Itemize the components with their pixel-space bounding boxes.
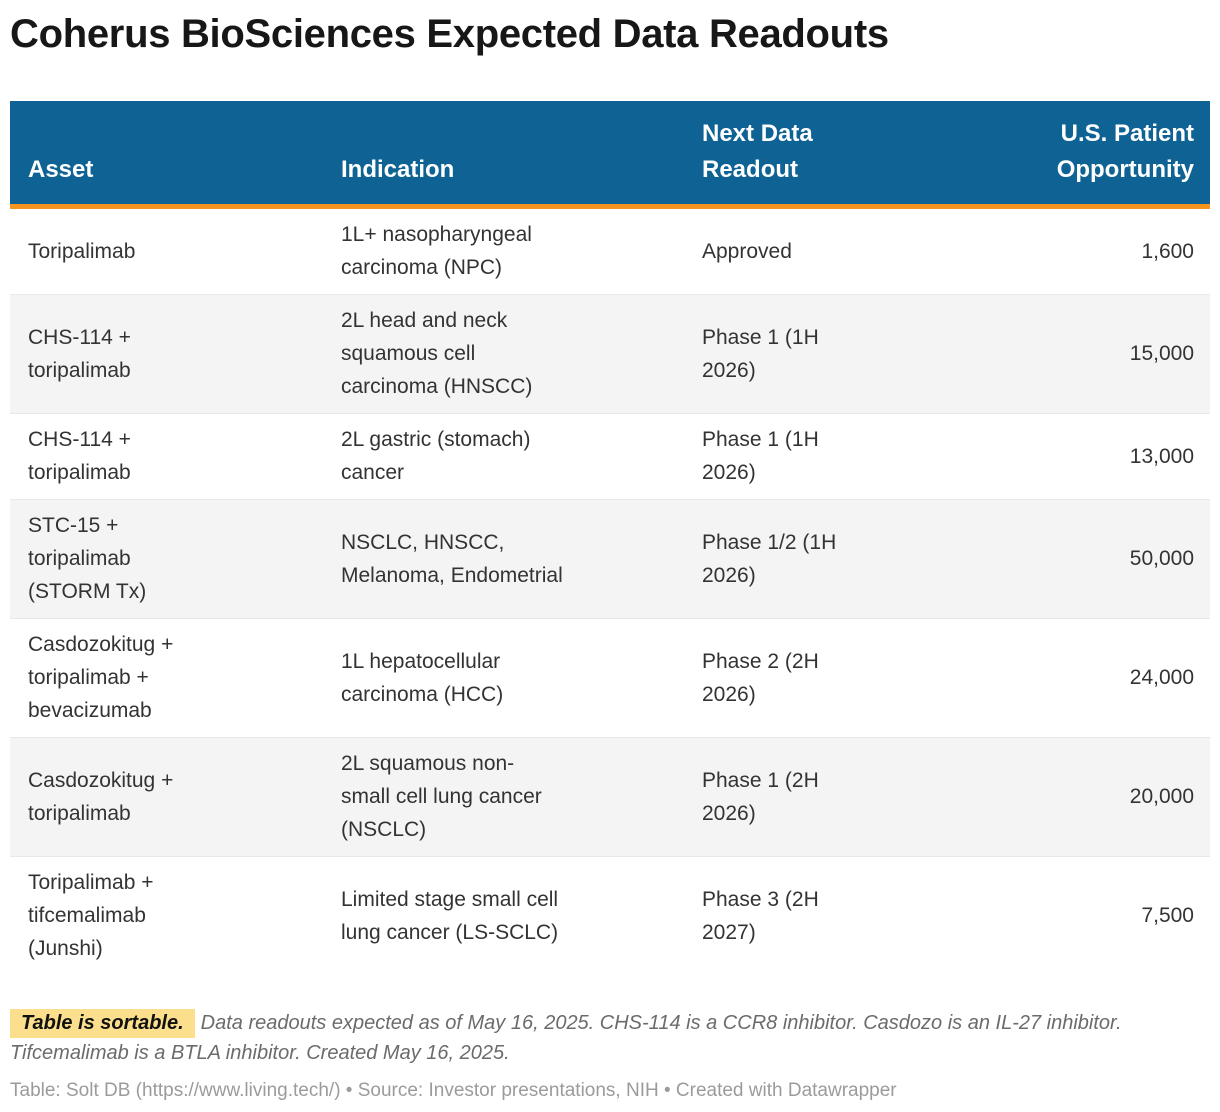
cell-opportunity: 7,500	[964, 856, 1210, 975]
cell-readout: Phase 1 (2H 2026)	[684, 737, 964, 856]
cell-indication: 2L gastric (stomach) cancer	[323, 413, 684, 499]
footnote-text: Data readouts expected as of May 16, 202…	[10, 1012, 1122, 1064]
table-row: Casdozokitug + toripalimab + bevacizumab…	[10, 618, 1210, 737]
footnote: Table is sortable. Data readouts expected…	[10, 1008, 1210, 1068]
cell-readout: Approved	[702, 239, 792, 263]
column-header-indication[interactable]: Indication	[323, 101, 684, 209]
column-header-opportunity[interactable]: U.S. Patient Opportunity	[964, 101, 1210, 209]
cell-indication: 2L squamous non- small cell lung cancer …	[323, 737, 684, 856]
cell-opportunity: 15,000	[964, 294, 1210, 413]
cell-asset: STC-15 + toripalimab (STORM Tx)	[10, 499, 323, 618]
sortable-badge: Table is sortable.	[10, 1009, 195, 1038]
cell-opportunity: 13,000	[964, 413, 1210, 499]
table-header: Asset Indication Next Data Readout U.S. Pat…	[10, 101, 1210, 209]
cell-asset: CHS-114 + toripalimab	[10, 413, 323, 499]
cell-asset: Casdozokitug + toripalimab + bevacizumab	[10, 618, 323, 737]
cell-opportunity: 1,600	[1141, 239, 1194, 263]
table-row: STC-15 + toripalimab (STORM Tx) NSCLC, HN…	[10, 499, 1210, 618]
table-row: CHS-114 + toripalimab 2L head and neck sq…	[10, 294, 1210, 413]
cell-asset: Toripalimab	[28, 239, 136, 263]
table-row: Toripalimab 1L+ nasopharyngeal carcinoma …	[10, 209, 1210, 294]
cell-readout: Phase 2 (2H 2026)	[684, 618, 964, 737]
cell-indication: 1L hepatocellular carcinoma (HCC)	[323, 618, 684, 737]
cell-readout: Phase 1 (1H 2026)	[684, 413, 964, 499]
column-header-readout[interactable]: Next Data Readout	[684, 101, 964, 209]
column-header-asset[interactable]: Asset	[10, 101, 323, 209]
cell-indication: 1L+ nasopharyngeal carcinoma (NPC)	[341, 223, 532, 279]
table-row: CHS-114 + toripalimab 2L gastric (stomach…	[10, 413, 1210, 499]
cell-indication: NSCLC, HNSCC, Melanoma, Endometrial	[323, 499, 684, 618]
cell-opportunity: 24,000	[964, 618, 1210, 737]
cell-indication: 2L head and neck squamous cell carcinoma…	[323, 294, 684, 413]
table-body: Toripalimab 1L+ nasopharyngeal carcinoma …	[10, 209, 1210, 975]
header-row: Asset Indication Next Data Readout U.S. Pat…	[10, 101, 1210, 209]
page-title: Coherus BioSciences Expected Data Readou…	[10, 12, 889, 56]
cell-opportunity: 50,000	[964, 499, 1210, 618]
cell-readout: Phase 1 (1H 2026)	[684, 294, 964, 413]
cell-asset: Casdozokitug + toripalimab	[10, 737, 323, 856]
attribution: Table: Solt DB (https://www.living.tech/…	[10, 1080, 897, 1101]
datawrapper-table-page: Coherus BioSciences Expected Data Readou…	[0, 12, 1220, 1103]
cell-asset: Toripalimab + tifcemalimab (Junshi)	[10, 856, 323, 975]
cell-readout: Phase 3 (2H 2027)	[684, 856, 964, 975]
table-row: Toripalimab + tifcemalimab (Junshi) Limit…	[10, 856, 1210, 975]
expected-data-readouts-table: Asset Indication Next Data Readout U.S. Pat…	[10, 101, 1210, 975]
cell-indication: Limited stage small cell lung cancer (LS…	[323, 856, 684, 975]
table-row: Casdozokitug + toripalimab 2L squamous no…	[10, 737, 1210, 856]
cell-opportunity: 20,000	[964, 737, 1210, 856]
cell-asset: CHS-114 + toripalimab	[10, 294, 323, 413]
cell-readout: Phase 1/2 (1H 2026)	[684, 499, 964, 618]
